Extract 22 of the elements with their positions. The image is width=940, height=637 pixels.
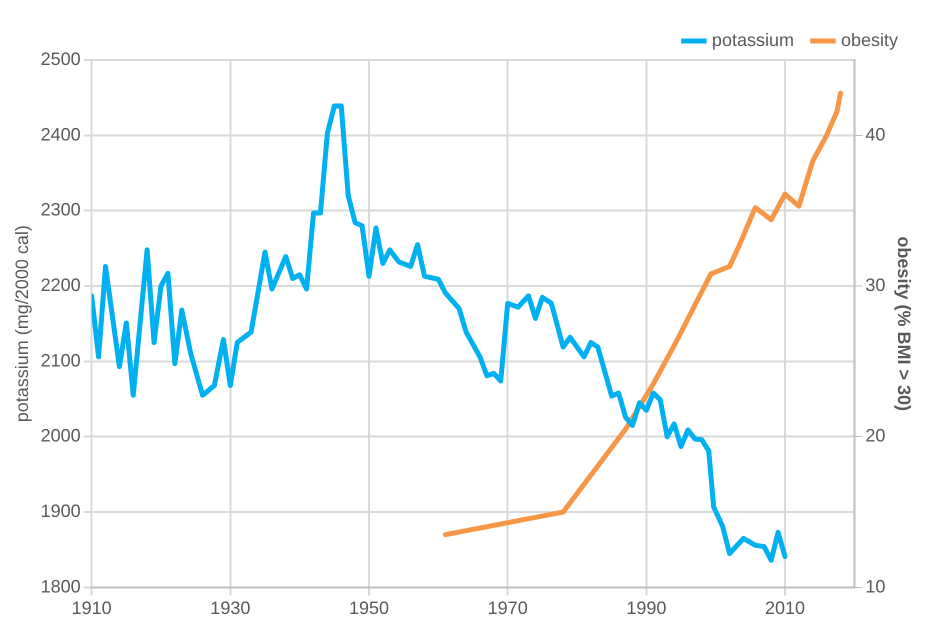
- x-tick-label: 1910: [72, 598, 112, 618]
- x-tick-label: 1930: [210, 598, 250, 618]
- y-tick-label: 2300: [40, 200, 81, 220]
- y-axis-title: potassium (mg/2000 cal): [12, 225, 32, 422]
- x-tick-label: 1970: [488, 598, 528, 618]
- x-tick-label: 1990: [626, 598, 666, 618]
- y2-tick-label: 10: [865, 576, 886, 596]
- y-tick-label: 2100: [40, 350, 81, 370]
- y2-axis-title: obesity (% BMI > 30): [894, 236, 914, 411]
- y-tick-label: 2500: [40, 48, 81, 69]
- y-tick-label: 2400: [40, 124, 81, 144]
- y2-tick-label: 40: [865, 124, 886, 144]
- y-tick-label: 2200: [40, 274, 81, 295]
- y2-tick-label: 30: [865, 274, 886, 295]
- legend-label: potassium: [712, 30, 794, 50]
- y-tick-label: 1800: [40, 576, 81, 596]
- x-tick-label: 1950: [348, 598, 390, 618]
- y-tick-label: 2000: [40, 426, 81, 446]
- y2-tick-label: 20: [865, 426, 886, 446]
- y-tick-label: 1900: [40, 501, 81, 522]
- x-tick-label: 2010: [765, 598, 806, 618]
- legend-label: obesity: [840, 30, 898, 50]
